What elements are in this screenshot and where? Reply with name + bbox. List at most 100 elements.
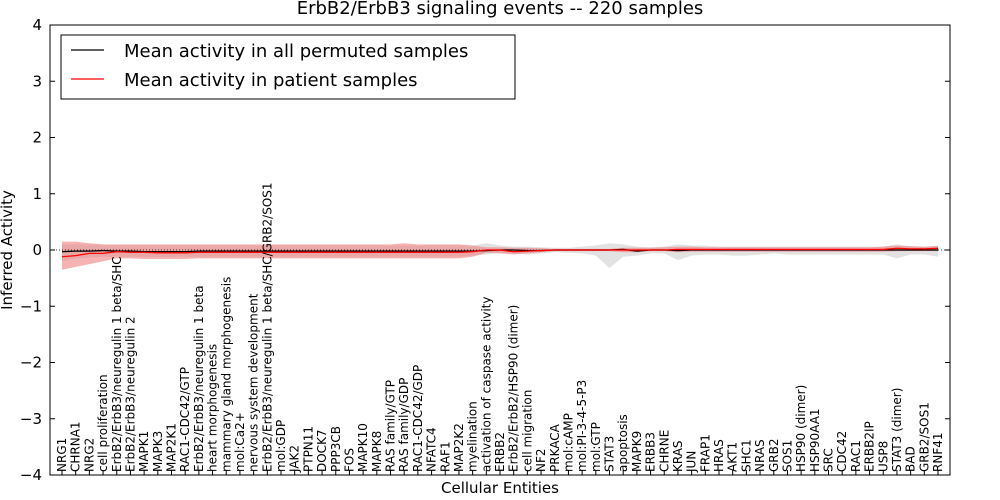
series-segment — [89, 249, 104, 252]
series-segment — [513, 250, 528, 253]
x-tick-label: RAC1-CDC42/GDP — [411, 365, 425, 472]
series-segment — [185, 250, 199, 253]
legend-box — [60, 34, 516, 100]
x-tick-label: heart morphogenesis — [206, 344, 220, 472]
x-tick-label: apoptosis — [616, 414, 630, 472]
x-tick-label: MAP2K1 — [165, 423, 179, 472]
y-axis-ticks: 4 3 2 1 0 −1 −2 −3 −4 — [20, 16, 950, 484]
series-segment — [61, 250, 76, 253]
series-patient — [61, 247, 939, 258]
x-axis-category-labels: NRG1 CHRNA1 NRG2 cell proliferation ErbB2/Er… — [55, 182, 945, 475]
series-segment — [61, 254, 76, 258]
x-tick-label: ErbB2/ErbB3/neuregulin 1 beta/SHC/GRB2/S… — [260, 182, 274, 472]
x-tick-label: STAT3 — [603, 436, 617, 472]
y-tick-label: −1 — [20, 297, 42, 315]
x-tick-label: HRAS — [712, 439, 726, 472]
x-tick-label: RAF1 — [438, 441, 452, 472]
x-tick-label: MAPK1 — [137, 431, 151, 472]
x-tick-label: MAP2K2 — [452, 423, 466, 472]
series-segment — [513, 249, 528, 252]
x-tick-label: mol:GTP — [589, 422, 603, 472]
legend-label-patient: Mean activity in patient samples — [124, 70, 418, 91]
x-tick-label: SRC — [822, 448, 836, 472]
series-segment — [527, 249, 542, 252]
x-tick-label: STAT3 (dimer) — [890, 388, 904, 472]
x-tick-label: HSP90 (dimer) — [794, 385, 808, 472]
x-tick-label: NRG1 — [55, 438, 69, 472]
series-segment — [896, 247, 911, 250]
x-tick-label: NRG2 — [82, 438, 96, 472]
series-segment — [116, 251, 131, 253]
y-tick-label: 2 — [32, 129, 42, 147]
x-tick-label: ErbB2/ErbB3/neuregulin 1 beta — [192, 285, 206, 472]
series-segment — [664, 248, 678, 251]
x-tick-label: SHC1 — [739, 439, 753, 472]
x-tick-label: PTPN11 — [301, 426, 315, 472]
y-tick-label: 1 — [32, 185, 42, 203]
x-tick-label: cell migration — [520, 390, 534, 472]
y-tick-label: −2 — [20, 354, 42, 372]
x-tick-label: SOS1 — [780, 440, 794, 472]
x-tick-label: ErbB2/ErbB2/HSP90 (dimer) — [507, 305, 521, 472]
series-segment — [102, 251, 117, 255]
x-tick-label: ERBB2 — [493, 432, 507, 472]
x-tick-label: RAS family/GTP — [384, 380, 398, 472]
y-axis-title: Inferred Activity — [0, 190, 16, 310]
series-lines — [61, 247, 939, 258]
x-tick-label: cell proliferation — [96, 374, 110, 472]
x-tick-label: FRAP1 — [698, 434, 712, 472]
x-tick-label: mol:GDP — [274, 420, 288, 472]
x-tick-label: nervous system development — [247, 293, 261, 472]
x-tick-label: NF2 — [534, 448, 548, 472]
series-segment — [924, 247, 939, 250]
y-tick-label: −3 — [20, 410, 42, 428]
x-tick-label: CHRNA1 — [69, 421, 83, 472]
series-segment — [75, 252, 90, 257]
legend: Mean activity in all permuted samples Me… — [60, 34, 516, 100]
x-tick-label: USP8 — [876, 441, 890, 472]
chart-title: ErbB2/ErbB3 signaling events -- 220 samp… — [297, 0, 704, 19]
y-tick-label: 4 — [32, 16, 42, 34]
y-tick-label: 0 — [32, 241, 42, 259]
series-segment — [472, 249, 487, 253]
x-tick-label: RAS family/GDP — [397, 378, 411, 472]
y-tick-label: 3 — [32, 72, 42, 90]
x-tick-label: PPP3CB — [329, 426, 343, 472]
x-tick-label: JAK2 — [288, 445, 302, 473]
x-tick-label: MAPK8 — [370, 431, 384, 472]
x-tick-label: ERBB3 — [644, 432, 658, 472]
series-segment — [185, 251, 199, 254]
x-tick-label: AKT1 — [726, 442, 740, 472]
x-tick-label: CHRNE — [657, 430, 671, 472]
series-segment — [130, 250, 145, 253]
x-tick-label: mol:Ca2+ — [233, 412, 247, 472]
x-tick-label: myelination — [466, 401, 480, 472]
x-tick-label: mol:cAMP — [561, 413, 575, 472]
x-tick-label: MAPK10 — [356, 423, 370, 472]
x-tick-label: PRKACA — [548, 423, 562, 472]
x-axis-title: Cellular Entities — [441, 479, 559, 497]
x-tick-label: CDC42 — [835, 431, 849, 472]
series-segment — [677, 249, 692, 252]
x-tick-label: mol:PI-3-4-5-P3 — [575, 380, 589, 472]
x-tick-label: FOS — [342, 448, 356, 472]
x-tick-label: RAC1-CDC42/GTP — [178, 367, 192, 472]
x-tick-label: ERBB2IP — [863, 421, 877, 472]
x-tick-label: activation of caspase activity — [479, 297, 493, 472]
series-segment — [458, 251, 473, 253]
x-tick-label: DOCK7 — [315, 429, 329, 472]
series-segment — [103, 249, 117, 252]
x-tick-label: HSP90AA1 — [808, 408, 822, 472]
x-tick-label: RAC1 — [849, 440, 863, 472]
x-tick-label: ErbB2/ErbB3/neuregulin 1 beta/SHC — [110, 256, 124, 472]
x-tick-label: GRB2/SOS1 — [917, 402, 931, 472]
series-segment — [144, 251, 158, 254]
band-patient — [62, 241, 938, 270]
x-tick-label: NRAS — [753, 439, 767, 472]
x-tick-label: GRB2 — [767, 438, 781, 472]
x-tick-label: BAD — [904, 446, 918, 472]
x-tick-label: RNF41 — [931, 433, 945, 473]
y-tick-label: −4 — [20, 466, 42, 484]
series-segment — [883, 247, 897, 251]
